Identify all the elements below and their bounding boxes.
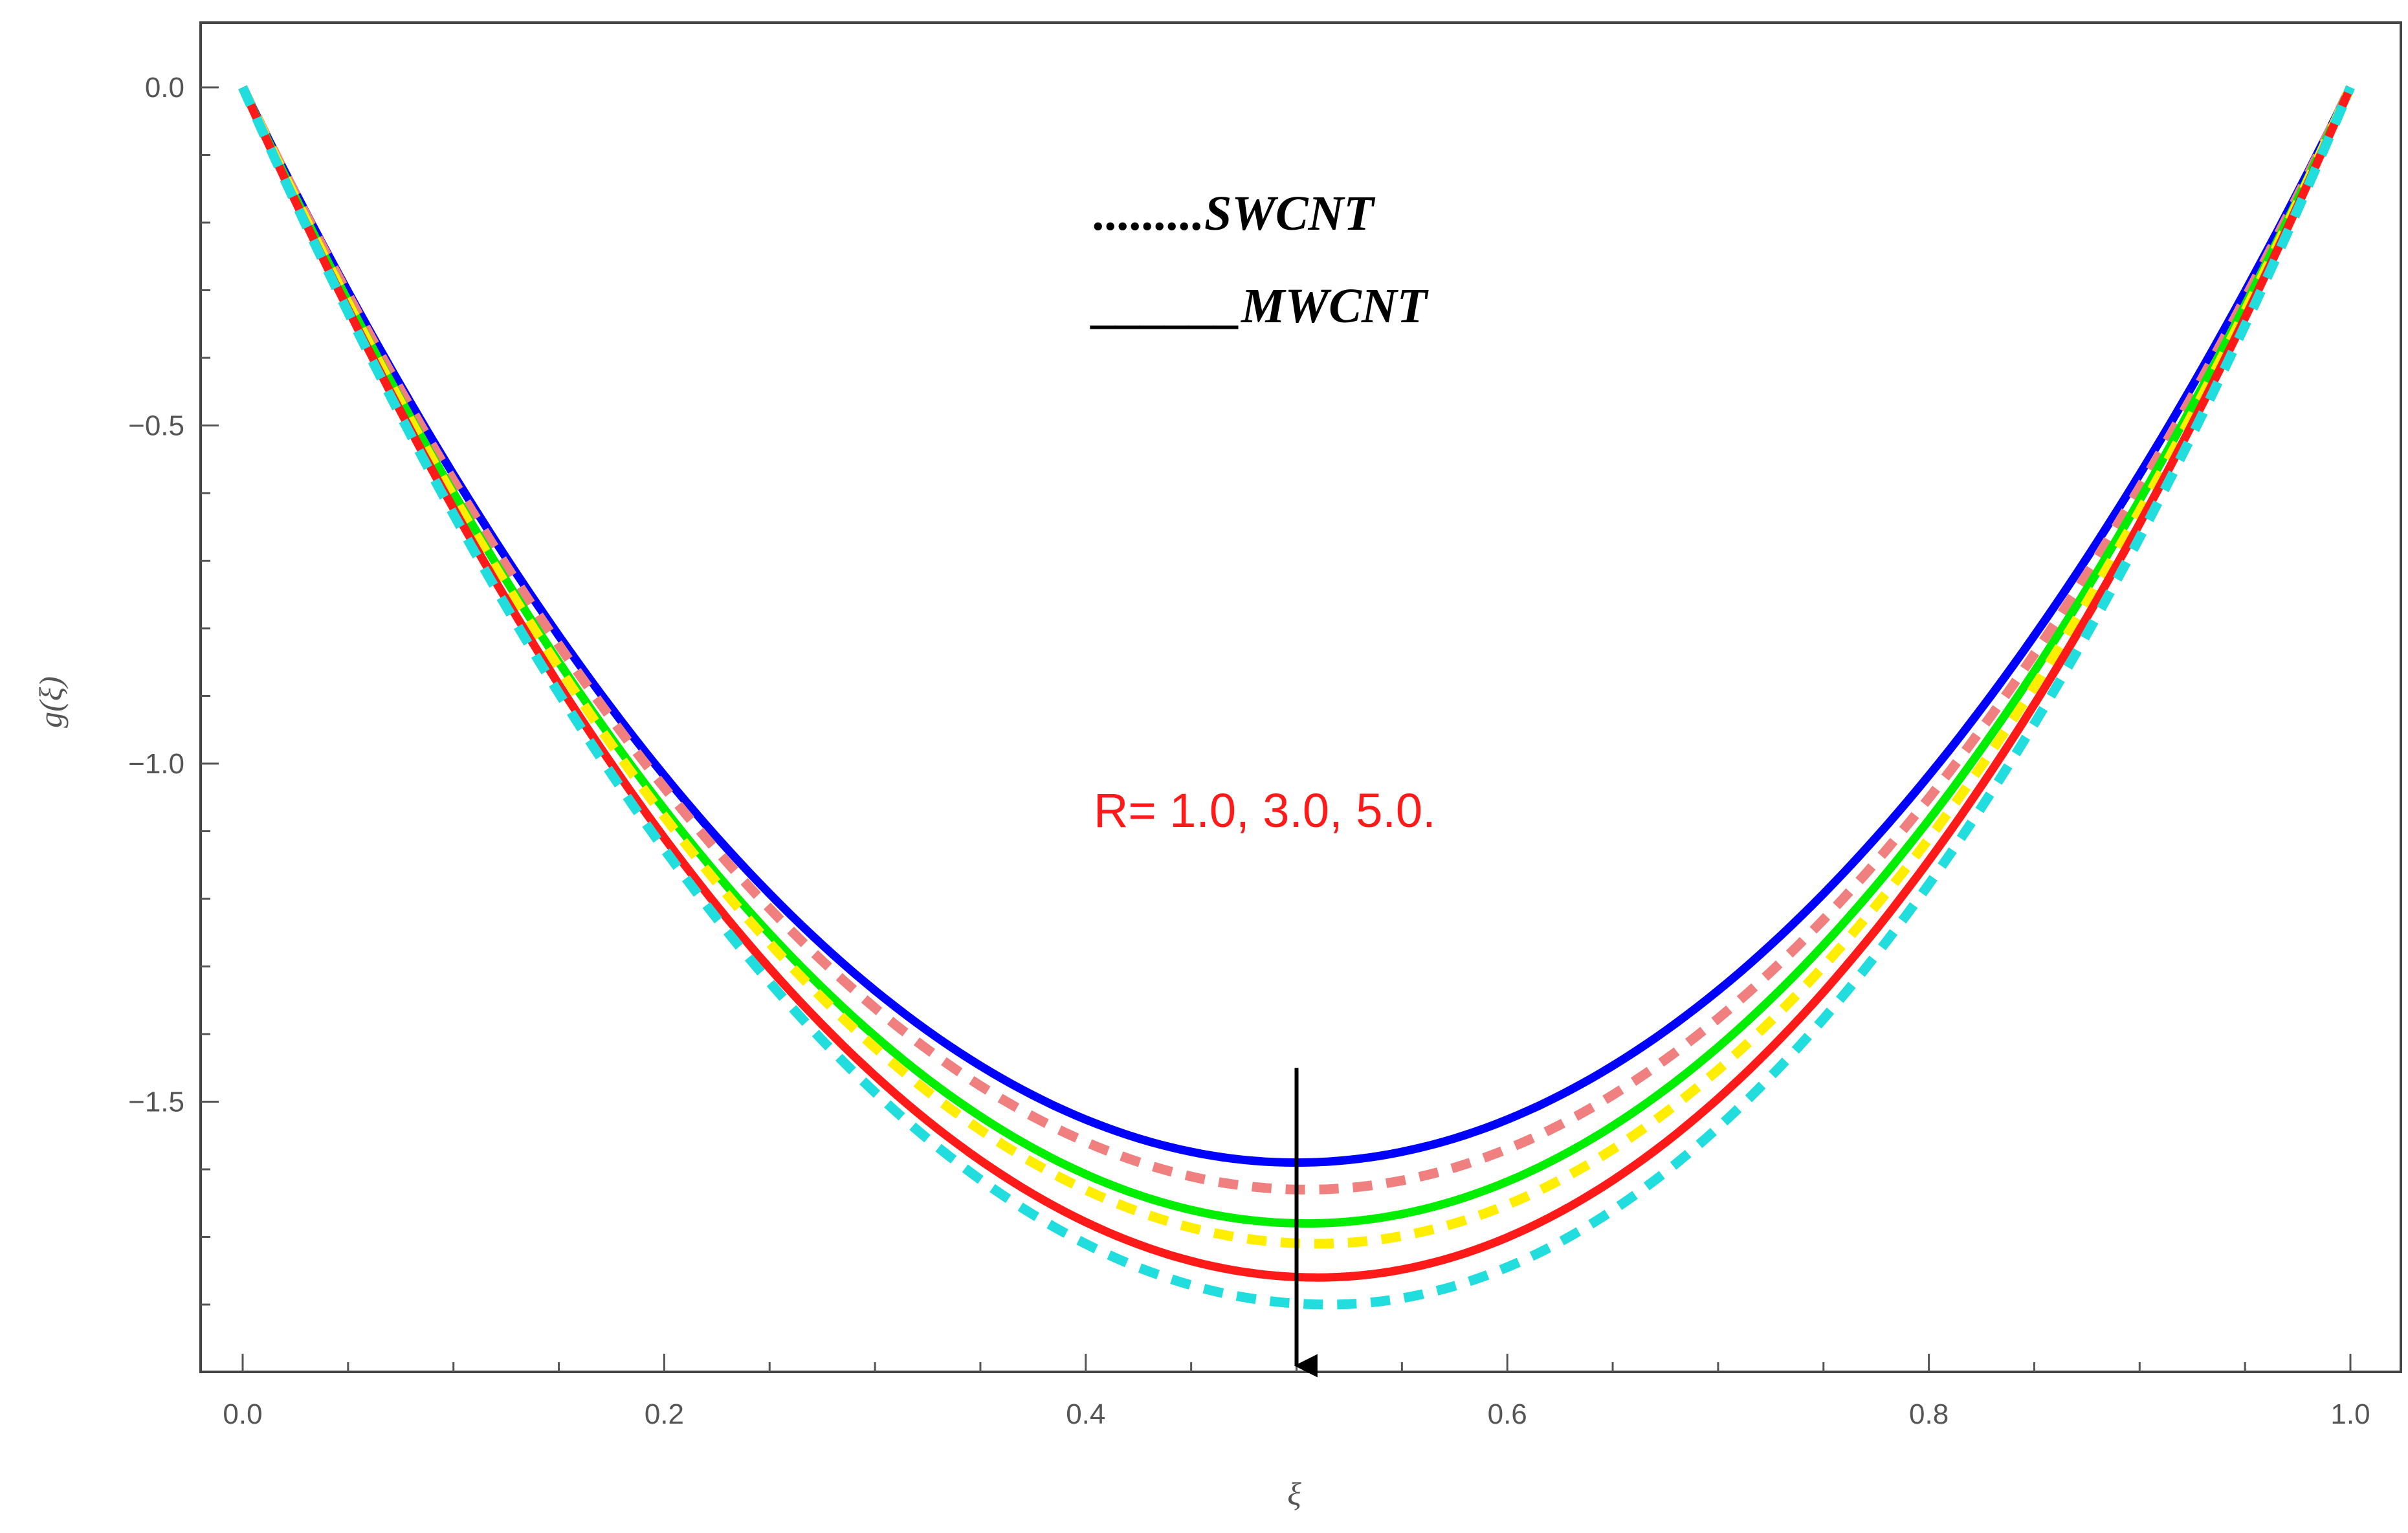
y-tick-label: 0.0 bbox=[145, 72, 184, 104]
parameter-annotation: R= 1.0, 3.0, 5.0. bbox=[1094, 784, 1436, 837]
legend-marker-solid: ______ bbox=[1090, 279, 1241, 333]
x-axis-label: ξ bbox=[1287, 1475, 1301, 1512]
y-axis-label: g(ξ) bbox=[32, 676, 69, 728]
legend-item-swcnt: .........SWCNT bbox=[1094, 186, 1375, 241]
legend-marker-dotted: ......... bbox=[1094, 186, 1204, 241]
y-tick-label: −1.0 bbox=[128, 748, 184, 780]
series-line-swcnt-5 bbox=[238, 85, 2355, 1310]
y-tick-label: −1.5 bbox=[128, 1086, 184, 1118]
x-tick-label: 0.2 bbox=[645, 1398, 684, 1430]
x-tick-label: 0.8 bbox=[1909, 1398, 1949, 1430]
ticks: 0.0 0.2 0.4 0.6 0.8 1.0 0.0 −0.5 −1.0 −1.5 bbox=[128, 72, 2370, 1430]
x-tick-label: 0.4 bbox=[1066, 1398, 1105, 1430]
legend-label-mwcnt: MWCNT bbox=[1241, 279, 1429, 333]
y-tick-label: −0.5 bbox=[128, 410, 184, 442]
x-tick-label: 0.6 bbox=[1488, 1398, 1527, 1430]
legend: .........SWCNT ______MWCNT bbox=[1090, 186, 1429, 333]
x-tick-label: 0.0 bbox=[223, 1398, 262, 1430]
legend-label-swcnt: SWCNT bbox=[1204, 186, 1375, 241]
x-tick-label: 1.0 bbox=[2330, 1398, 2370, 1430]
legend-item-mwcnt: ______MWCNT bbox=[1090, 279, 1429, 333]
